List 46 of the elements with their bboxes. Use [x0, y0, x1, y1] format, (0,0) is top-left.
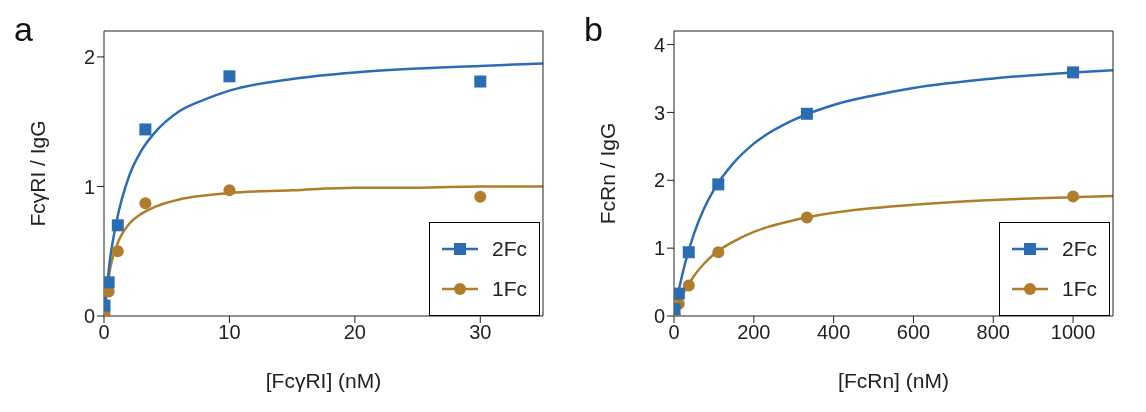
x-tick-label: 800 [976, 321, 1010, 344]
point [682, 246, 695, 259]
y-tick-label: 0 [653, 305, 665, 328]
point [474, 190, 487, 203]
y-axis-title: FcRn / IgG [596, 122, 620, 225]
point [800, 107, 813, 120]
point [682, 279, 695, 292]
point [223, 70, 236, 83]
x-tick-label: 10 [218, 321, 241, 344]
x-tick-label: 1000 [1050, 321, 1096, 344]
point [1067, 190, 1080, 203]
y-tick-label: 1 [83, 175, 95, 198]
chart-title: b [584, 10, 603, 49]
y-tick-label: 1 [653, 237, 665, 260]
x-tick-label: 0 [668, 321, 680, 344]
point [674, 287, 685, 300]
x-axis-title: [FcRn] (nM) [838, 369, 949, 392]
x-tick-label: 600 [896, 321, 931, 344]
y-tick-label: 3 [653, 101, 665, 124]
x-tick-label: 30 [469, 321, 492, 344]
legend-label: 2Fc [1061, 237, 1097, 261]
x-tick-label: 200 [737, 321, 771, 344]
y-tick-label: 2 [83, 46, 95, 69]
point [474, 75, 487, 88]
legend-label: 1Fc [491, 277, 527, 301]
x-tick-label: 0 [98, 321, 110, 344]
point [104, 276, 115, 289]
x-axis-title: [FcγRI] (nM) [265, 369, 382, 392]
point [1067, 66, 1080, 79]
legend-label: 2Fc [491, 237, 527, 261]
x-tick-label: 400 [816, 321, 851, 344]
point [111, 245, 124, 258]
y-tick-label: 0 [83, 305, 95, 328]
point [712, 178, 725, 191]
y-axis-title: FcγRI / IgG [26, 120, 50, 227]
x-tick-label: 20 [343, 321, 366, 344]
point [139, 197, 152, 210]
y-tick-label: 2 [653, 169, 665, 192]
point [800, 211, 813, 224]
y-tick-label: 4 [653, 33, 665, 56]
point [223, 184, 236, 197]
chart-title: a [14, 10, 33, 49]
point [712, 246, 725, 259]
point [111, 219, 124, 232]
legend-label: 1Fc [1061, 277, 1097, 301]
point [139, 123, 152, 136]
